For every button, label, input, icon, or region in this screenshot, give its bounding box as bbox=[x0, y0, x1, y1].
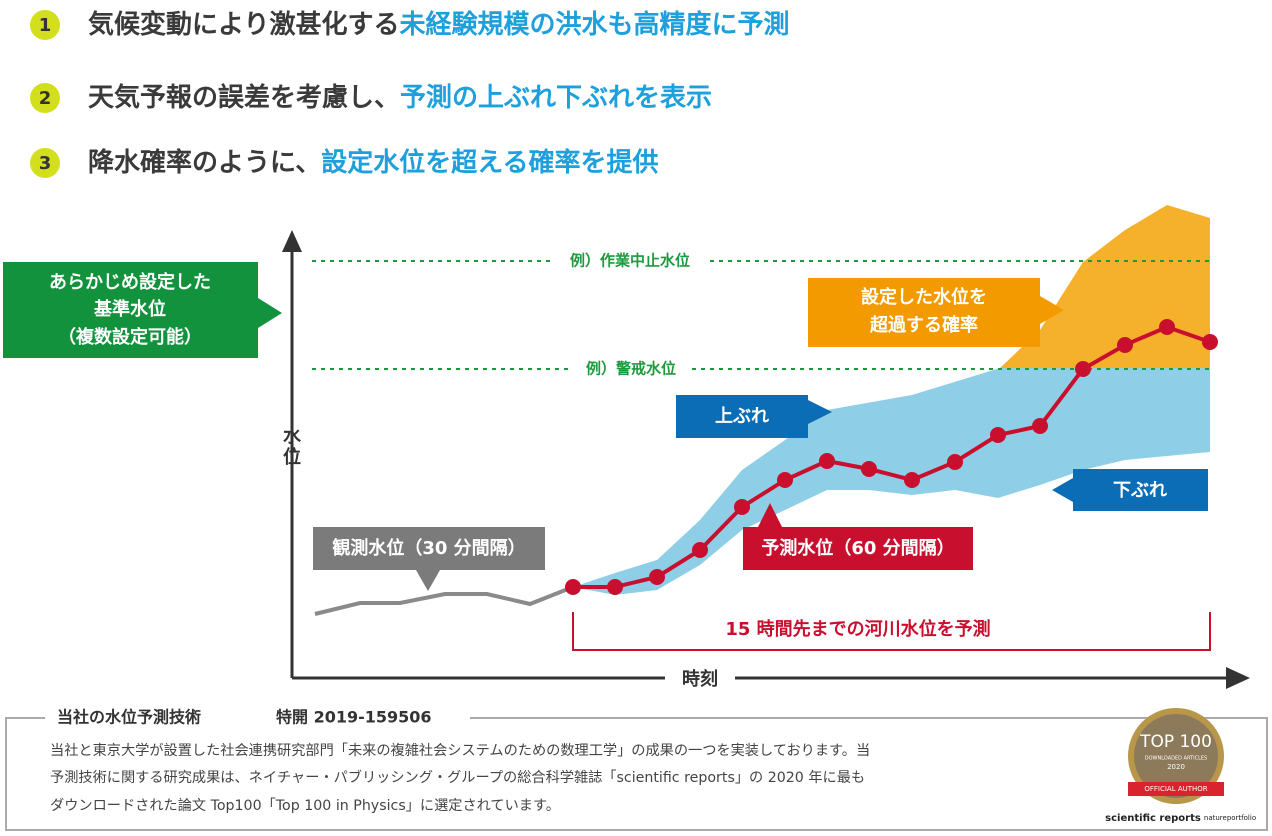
point-highlight: 予測の上ぶれ下ぶれを表示 bbox=[400, 83, 712, 113]
footer-title: 当社の水位予測技術 bbox=[57, 708, 201, 727]
pointer bbox=[1052, 478, 1073, 502]
patent: 特開 2019-159506 bbox=[276, 708, 432, 727]
forecast-point bbox=[1202, 334, 1218, 350]
badge-year: 2020 bbox=[1167, 763, 1185, 771]
box-text: あらかじめ設定した bbox=[49, 271, 211, 293]
box-text: 予測水位（60 分間隔） bbox=[761, 537, 954, 559]
badge-core bbox=[1134, 714, 1218, 798]
footer-title-bg bbox=[45, 706, 470, 730]
forecast-line bbox=[573, 324, 1211, 589]
arrow bbox=[282, 230, 302, 252]
forecast-points bbox=[565, 319, 1218, 595]
point-text: 天気予報の誤差を考慮し、予測の上ぶれ下ぶれを表示 bbox=[88, 82, 712, 113]
badge-sub: DOWNLOADED ARTICLES bbox=[1145, 756, 1207, 762]
number: 2 bbox=[39, 88, 52, 109]
forecast-point bbox=[649, 569, 665, 585]
pointer bbox=[416, 570, 440, 591]
y-axis-label: 位 bbox=[283, 446, 301, 468]
pointer bbox=[1040, 296, 1064, 324]
y-axis-label: 水 bbox=[283, 425, 302, 447]
reference-box bbox=[3, 262, 258, 358]
forecast-point bbox=[1159, 319, 1175, 335]
badge: TOP 100 DOWNLOADED ARTICLES 2020 OFFICIA… bbox=[1105, 708, 1256, 824]
forecast-point bbox=[692, 542, 708, 558]
box-text: 上ぶれ bbox=[715, 406, 769, 427]
forecast-point bbox=[947, 454, 963, 470]
point-highlight: 未経験規模の洪水も高精度に予測 bbox=[399, 9, 789, 40]
footer-line: 当社と東京大学が設置した社会連携研究部門「未来の複雑社会システムのための数理工学… bbox=[50, 742, 870, 759]
number-badge bbox=[30, 10, 60, 40]
badge-publisher: natureportfolio bbox=[1204, 814, 1256, 822]
number: 1 bbox=[39, 15, 52, 36]
box-text: 観測水位（30 分間隔） bbox=[332, 537, 525, 559]
forecast-point bbox=[1075, 361, 1091, 377]
forecast-point bbox=[990, 427, 1006, 443]
exceed-box bbox=[808, 278, 1040, 347]
box-text: 基準水位 bbox=[93, 298, 166, 320]
number-badge bbox=[30, 148, 60, 178]
x-axis-label: 時刻 bbox=[682, 668, 718, 690]
observed-line bbox=[314, 585, 574, 616]
badge-title: TOP 100 bbox=[1139, 732, 1212, 752]
arrow bbox=[1226, 667, 1250, 689]
box-text: 下ぶれ bbox=[1113, 480, 1167, 501]
level-label: 例）警戒水位 bbox=[586, 360, 676, 378]
uncertainty-band bbox=[573, 368, 1210, 595]
badge-ribbon-text: OFFICIAL AUTHOR bbox=[1144, 785, 1207, 793]
observed-box bbox=[313, 527, 545, 570]
point-plain: 降水確率のように、 bbox=[88, 147, 321, 178]
forecast-point bbox=[904, 472, 920, 488]
pointer bbox=[808, 400, 832, 424]
pointer bbox=[758, 503, 782, 527]
horizon-label: 15 時間先までの河川水位を予測 bbox=[725, 618, 990, 640]
level-label: 例）作業中止水位 bbox=[570, 252, 690, 270]
badge-ribbon bbox=[1128, 782, 1224, 796]
horizon-bracket bbox=[572, 612, 1211, 651]
point-plain: 天気予報の誤差を考慮し、 bbox=[88, 82, 400, 113]
forecast-point bbox=[565, 579, 581, 595]
box-text: （複数設定可能） bbox=[58, 326, 202, 348]
forecast-point bbox=[777, 472, 793, 488]
number: 3 bbox=[39, 153, 52, 174]
exceed-area bbox=[1000, 205, 1210, 368]
forecast-point bbox=[1117, 337, 1133, 353]
forecast-point bbox=[607, 579, 623, 595]
point-text: 気候変動により激甚化する未経験規模の洪水も高精度に予測 bbox=[88, 9, 790, 40]
forecast-point bbox=[819, 453, 835, 469]
badge-journal: scientific reports bbox=[1105, 813, 1201, 824]
number-badge bbox=[30, 83, 60, 113]
points: 1 気候変動により激甚化する未経験規模の洪水も高精度に予測 2 天気予報の誤差を考慮し… bbox=[30, 9, 790, 178]
lower-box bbox=[1073, 469, 1208, 511]
box-text: 超過する確率 bbox=[870, 314, 978, 336]
point-highlight: 設定水位を超える確率を提供 bbox=[321, 147, 658, 178]
box-text: 設定した水位を bbox=[861, 286, 987, 308]
forecast-point bbox=[734, 499, 750, 515]
footer-box bbox=[5, 717, 1268, 831]
point-plain: 気候変動により激甚化する bbox=[88, 9, 399, 40]
footer-line: ダウンロードされた論文 Top100「Top 100 in Physics」に選… bbox=[50, 798, 560, 814]
forecast-point bbox=[1032, 418, 1048, 434]
pointer bbox=[258, 298, 282, 328]
forecast-point bbox=[861, 461, 877, 477]
point-text: 降水確率のように、設定水位を超える確率を提供 bbox=[88, 147, 658, 178]
forecast-box bbox=[743, 527, 973, 570]
upper-box bbox=[676, 395, 808, 438]
footer-line: 予測技術に関する研究成果は、ネイチャー・パブリッシング・グループの総合科学雑誌「… bbox=[50, 769, 865, 786]
